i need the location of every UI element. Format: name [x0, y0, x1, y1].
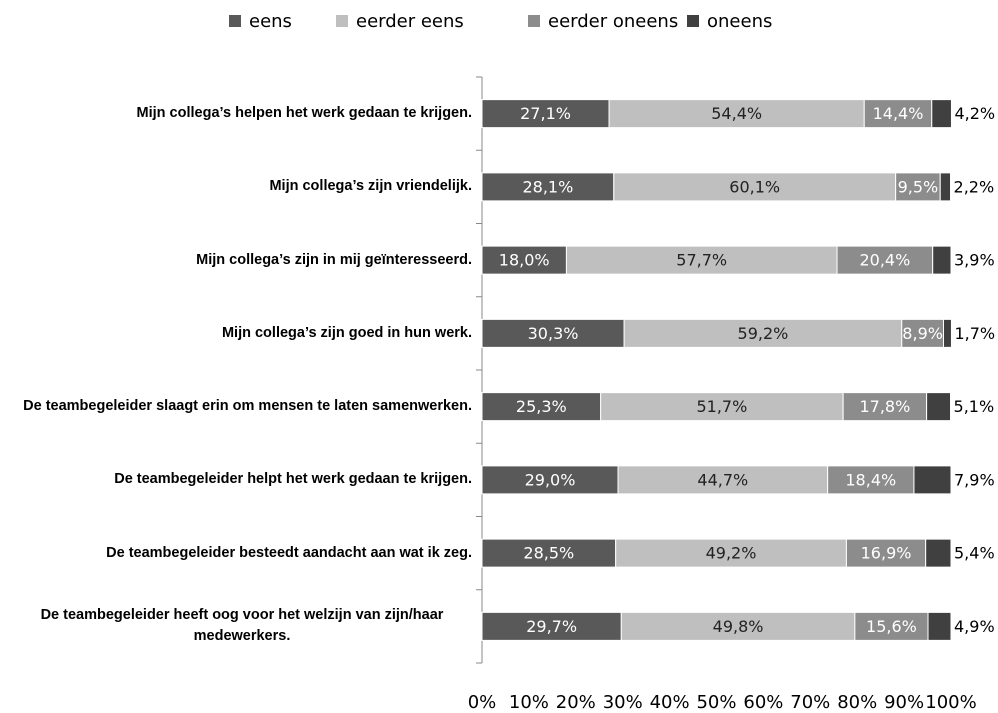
data-label: 51,7% [696, 397, 747, 416]
data-label: 29,0% [525, 470, 576, 489]
data-label: 14,4% [873, 104, 924, 123]
category-text: De teambegeleider slaagt erin om mensen … [23, 398, 472, 415]
legend-swatch [687, 15, 699, 27]
data-label: 25,3% [516, 397, 567, 416]
data-label: 30,3% [528, 324, 579, 343]
category-label: Mijn collega’s zijn vriendelijk. [0, 157, 472, 217]
x-tick-label: 80% [837, 692, 877, 713]
data-label: 28,5% [523, 544, 574, 563]
bar-segment [481, 392, 602, 422]
bar-segment [481, 611, 622, 641]
bar-segment [913, 465, 952, 495]
bar-segment [926, 392, 952, 422]
data-label: 44,7% [697, 470, 748, 489]
bar-segment [481, 99, 610, 129]
bar-segment [827, 465, 915, 495]
bar-segment [481, 245, 567, 275]
category-text: Mijn collega’s helpen het werk gedaan te… [136, 105, 472, 122]
bar-segment [620, 611, 856, 641]
category-text: De teambegeleider helpt het werk gedaan … [114, 471, 472, 488]
bar-segment [939, 172, 952, 202]
legend-swatch [528, 15, 540, 27]
bar-segment [836, 245, 934, 275]
bar-segment [842, 392, 928, 422]
data-label: 15,6% [866, 617, 917, 636]
data-label: 3,9% [954, 251, 995, 270]
legend-swatch [336, 15, 348, 27]
category-label: De teambegeleider helpt het werk gedaan … [0, 450, 472, 510]
category-text: Mijn collega’s zijn in mij geïnteresseer… [196, 251, 472, 268]
bar-segment [481, 465, 619, 495]
data-label: 16,9% [861, 544, 912, 563]
x-tick-label: 0% [468, 692, 497, 713]
data-label: 5,1% [954, 397, 995, 416]
x-tick-label: 70% [790, 692, 830, 713]
category-text: De teambegeleider besteedt aandacht aan … [106, 544, 472, 561]
category-label: De teambegeleider heeft oog voor het wel… [0, 596, 472, 656]
category-label: Mijn collega’s helpen het werk gedaan te… [0, 84, 472, 144]
data-label: 49,8% [713, 617, 764, 636]
data-label: 7,9% [954, 470, 995, 489]
data-label: 59,2% [738, 324, 789, 343]
legend-label: eens [249, 11, 292, 32]
x-tick-label: 90% [884, 692, 924, 713]
bar-segment [931, 99, 952, 129]
bar-segment [613, 172, 897, 202]
bar-segment [623, 318, 903, 348]
bar-segment [895, 172, 941, 202]
bar-segment [901, 318, 944, 348]
bar-segment [565, 245, 838, 275]
bar-segment [863, 99, 933, 129]
x-tick-label: 100% [925, 692, 976, 713]
data-label: 17,8% [859, 397, 910, 416]
data-label: 5,4% [954, 544, 995, 563]
category-label: Mijn collega’s zijn in mij geïnteresseer… [0, 230, 472, 290]
legend-label: oneens [707, 11, 772, 32]
data-label: 28,1% [522, 177, 573, 196]
data-label: 57,7% [676, 251, 727, 270]
category-label: De teambegeleider slaagt erin om mensen … [0, 377, 472, 437]
x-tick-label: 60% [743, 692, 783, 713]
data-label: 18,4% [845, 470, 896, 489]
data-label: 18,0% [499, 251, 550, 270]
bar-segment [854, 611, 929, 641]
legend-swatch [229, 15, 241, 27]
data-label: 8,9% [902, 324, 943, 343]
data-label: 9,5% [898, 177, 939, 196]
data-label: 29,7% [526, 617, 577, 636]
data-label: 49,2% [706, 544, 757, 563]
category-label: Mijn collega’s zijn goed in hun werk. [0, 303, 472, 363]
data-label: 4,2% [954, 104, 995, 123]
bar-segment [481, 538, 617, 568]
legend-label: eerder eens [356, 11, 464, 32]
legend-label: eerder oneens [548, 11, 678, 32]
data-label: 60,1% [729, 177, 780, 196]
data-label: 4,9% [954, 617, 995, 636]
category-text: Mijn collega’s zijn vriendelijk. [269, 178, 472, 195]
x-tick-label: 40% [650, 692, 690, 713]
data-label: 2,2% [954, 177, 995, 196]
x-tick-label: 50% [696, 692, 736, 713]
data-label: 27,1% [520, 104, 571, 123]
category-text: Mijn collega’s zijn goed in hun werk. [221, 324, 472, 341]
bar-segment [925, 538, 952, 568]
x-tick-label: 30% [603, 692, 643, 713]
bar-segment [608, 99, 865, 129]
bar-segment [845, 538, 927, 568]
bar-segment [942, 318, 952, 348]
x-tick-label: 20% [556, 692, 596, 713]
data-label: 1,7% [954, 324, 995, 343]
bar-segment [600, 392, 844, 422]
bar-segment [481, 172, 615, 202]
bar-segment [932, 245, 952, 275]
bar-segment [617, 465, 829, 495]
data-label: 20,4% [859, 251, 910, 270]
category-text: De teambegeleider heeft oog voor het wel… [40, 607, 444, 645]
x-tick-label: 10% [509, 692, 549, 713]
category-label: De teambegeleider besteedt aandacht aan … [0, 523, 472, 583]
bar-segment [927, 611, 952, 641]
data-label: 54,4% [711, 104, 762, 123]
